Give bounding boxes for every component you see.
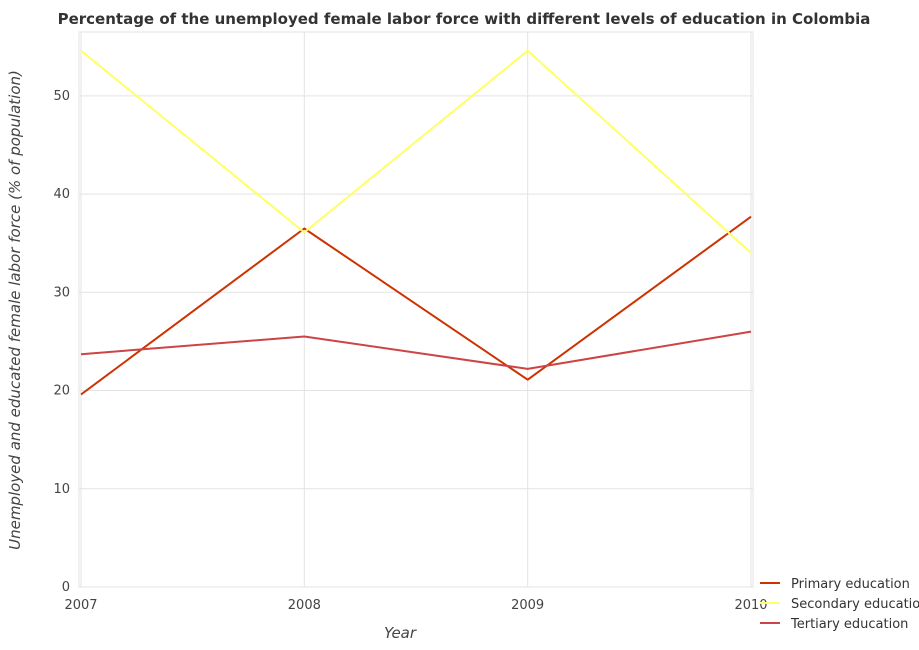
legend: Primary education Secondary education Tert… [760,577,919,632]
y-tick-label: 40 [53,187,70,202]
legend-label: Primary education [791,577,910,592]
grid [78,31,754,588]
y-tick-label: 30 [53,285,70,300]
legend-label: Tertiary education [790,617,908,632]
y-tick-label: 50 [53,89,70,104]
plot-area [79,32,753,587]
series-line-1 [80,215,752,396]
plot-border [78,31,754,588]
series-line-3 [80,330,752,370]
y-tick-label: 0 [62,580,70,595]
x-tick-label: 2010 [734,598,767,613]
y-axis-title: Unemployed and educated female labor for… [6,70,24,550]
chart-title: Percentage of the unemployed female labo… [58,10,871,28]
legend-label: Secondary education [791,597,919,612]
x-tick-label: 2009 [511,598,544,613]
y-tick-label: 20 [53,384,70,399]
x-tick-label: 2007 [64,598,97,613]
y-tick-label: 10 [53,482,70,497]
x-axis-ticks: 2007 2008 2009 2010 [64,598,767,613]
series-line-2 [80,49,752,254]
y-axis-ticks: 0 10 20 30 40 50 [53,89,70,595]
x-tick-label: 2008 [288,598,321,613]
x-axis-title: Year [384,624,417,642]
series-lines [80,49,752,396]
